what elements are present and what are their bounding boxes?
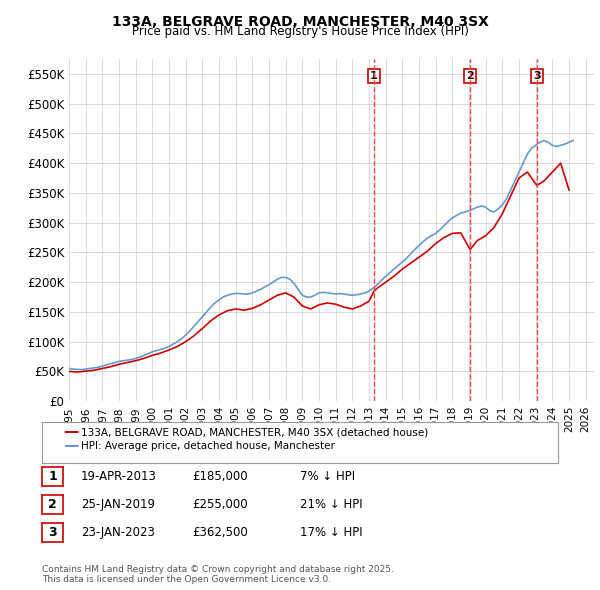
Text: 2: 2 bbox=[466, 71, 474, 81]
Text: 7% ↓ HPI: 7% ↓ HPI bbox=[300, 470, 355, 483]
Text: Contains HM Land Registry data © Crown copyright and database right 2025.
This d: Contains HM Land Registry data © Crown c… bbox=[42, 565, 394, 584]
Text: —: — bbox=[63, 424, 79, 440]
Text: HPI: Average price, detached house, Manchester: HPI: Average price, detached house, Manc… bbox=[81, 441, 335, 451]
Text: 133A, BELGRAVE ROAD, MANCHESTER, M40 3SX (detached house): 133A, BELGRAVE ROAD, MANCHESTER, M40 3SX… bbox=[81, 428, 428, 437]
Text: £362,500: £362,500 bbox=[192, 526, 248, 539]
Text: 1: 1 bbox=[370, 71, 378, 81]
Text: —: — bbox=[63, 438, 79, 453]
Text: 19-APR-2013: 19-APR-2013 bbox=[81, 470, 157, 483]
Text: 3: 3 bbox=[48, 526, 57, 539]
Text: £185,000: £185,000 bbox=[192, 470, 248, 483]
Text: 133A, BELGRAVE ROAD, MANCHESTER, M40 3SX: 133A, BELGRAVE ROAD, MANCHESTER, M40 3SX bbox=[112, 15, 488, 29]
Text: 17% ↓ HPI: 17% ↓ HPI bbox=[300, 526, 362, 539]
Text: 2: 2 bbox=[48, 498, 57, 511]
Text: 21% ↓ HPI: 21% ↓ HPI bbox=[300, 498, 362, 511]
Text: 23-JAN-2023: 23-JAN-2023 bbox=[81, 526, 155, 539]
Text: 1: 1 bbox=[48, 470, 57, 483]
Text: 3: 3 bbox=[533, 71, 541, 81]
Text: £255,000: £255,000 bbox=[192, 498, 248, 511]
Text: 25-JAN-2019: 25-JAN-2019 bbox=[81, 498, 155, 511]
Text: Price paid vs. HM Land Registry's House Price Index (HPI): Price paid vs. HM Land Registry's House … bbox=[131, 25, 469, 38]
